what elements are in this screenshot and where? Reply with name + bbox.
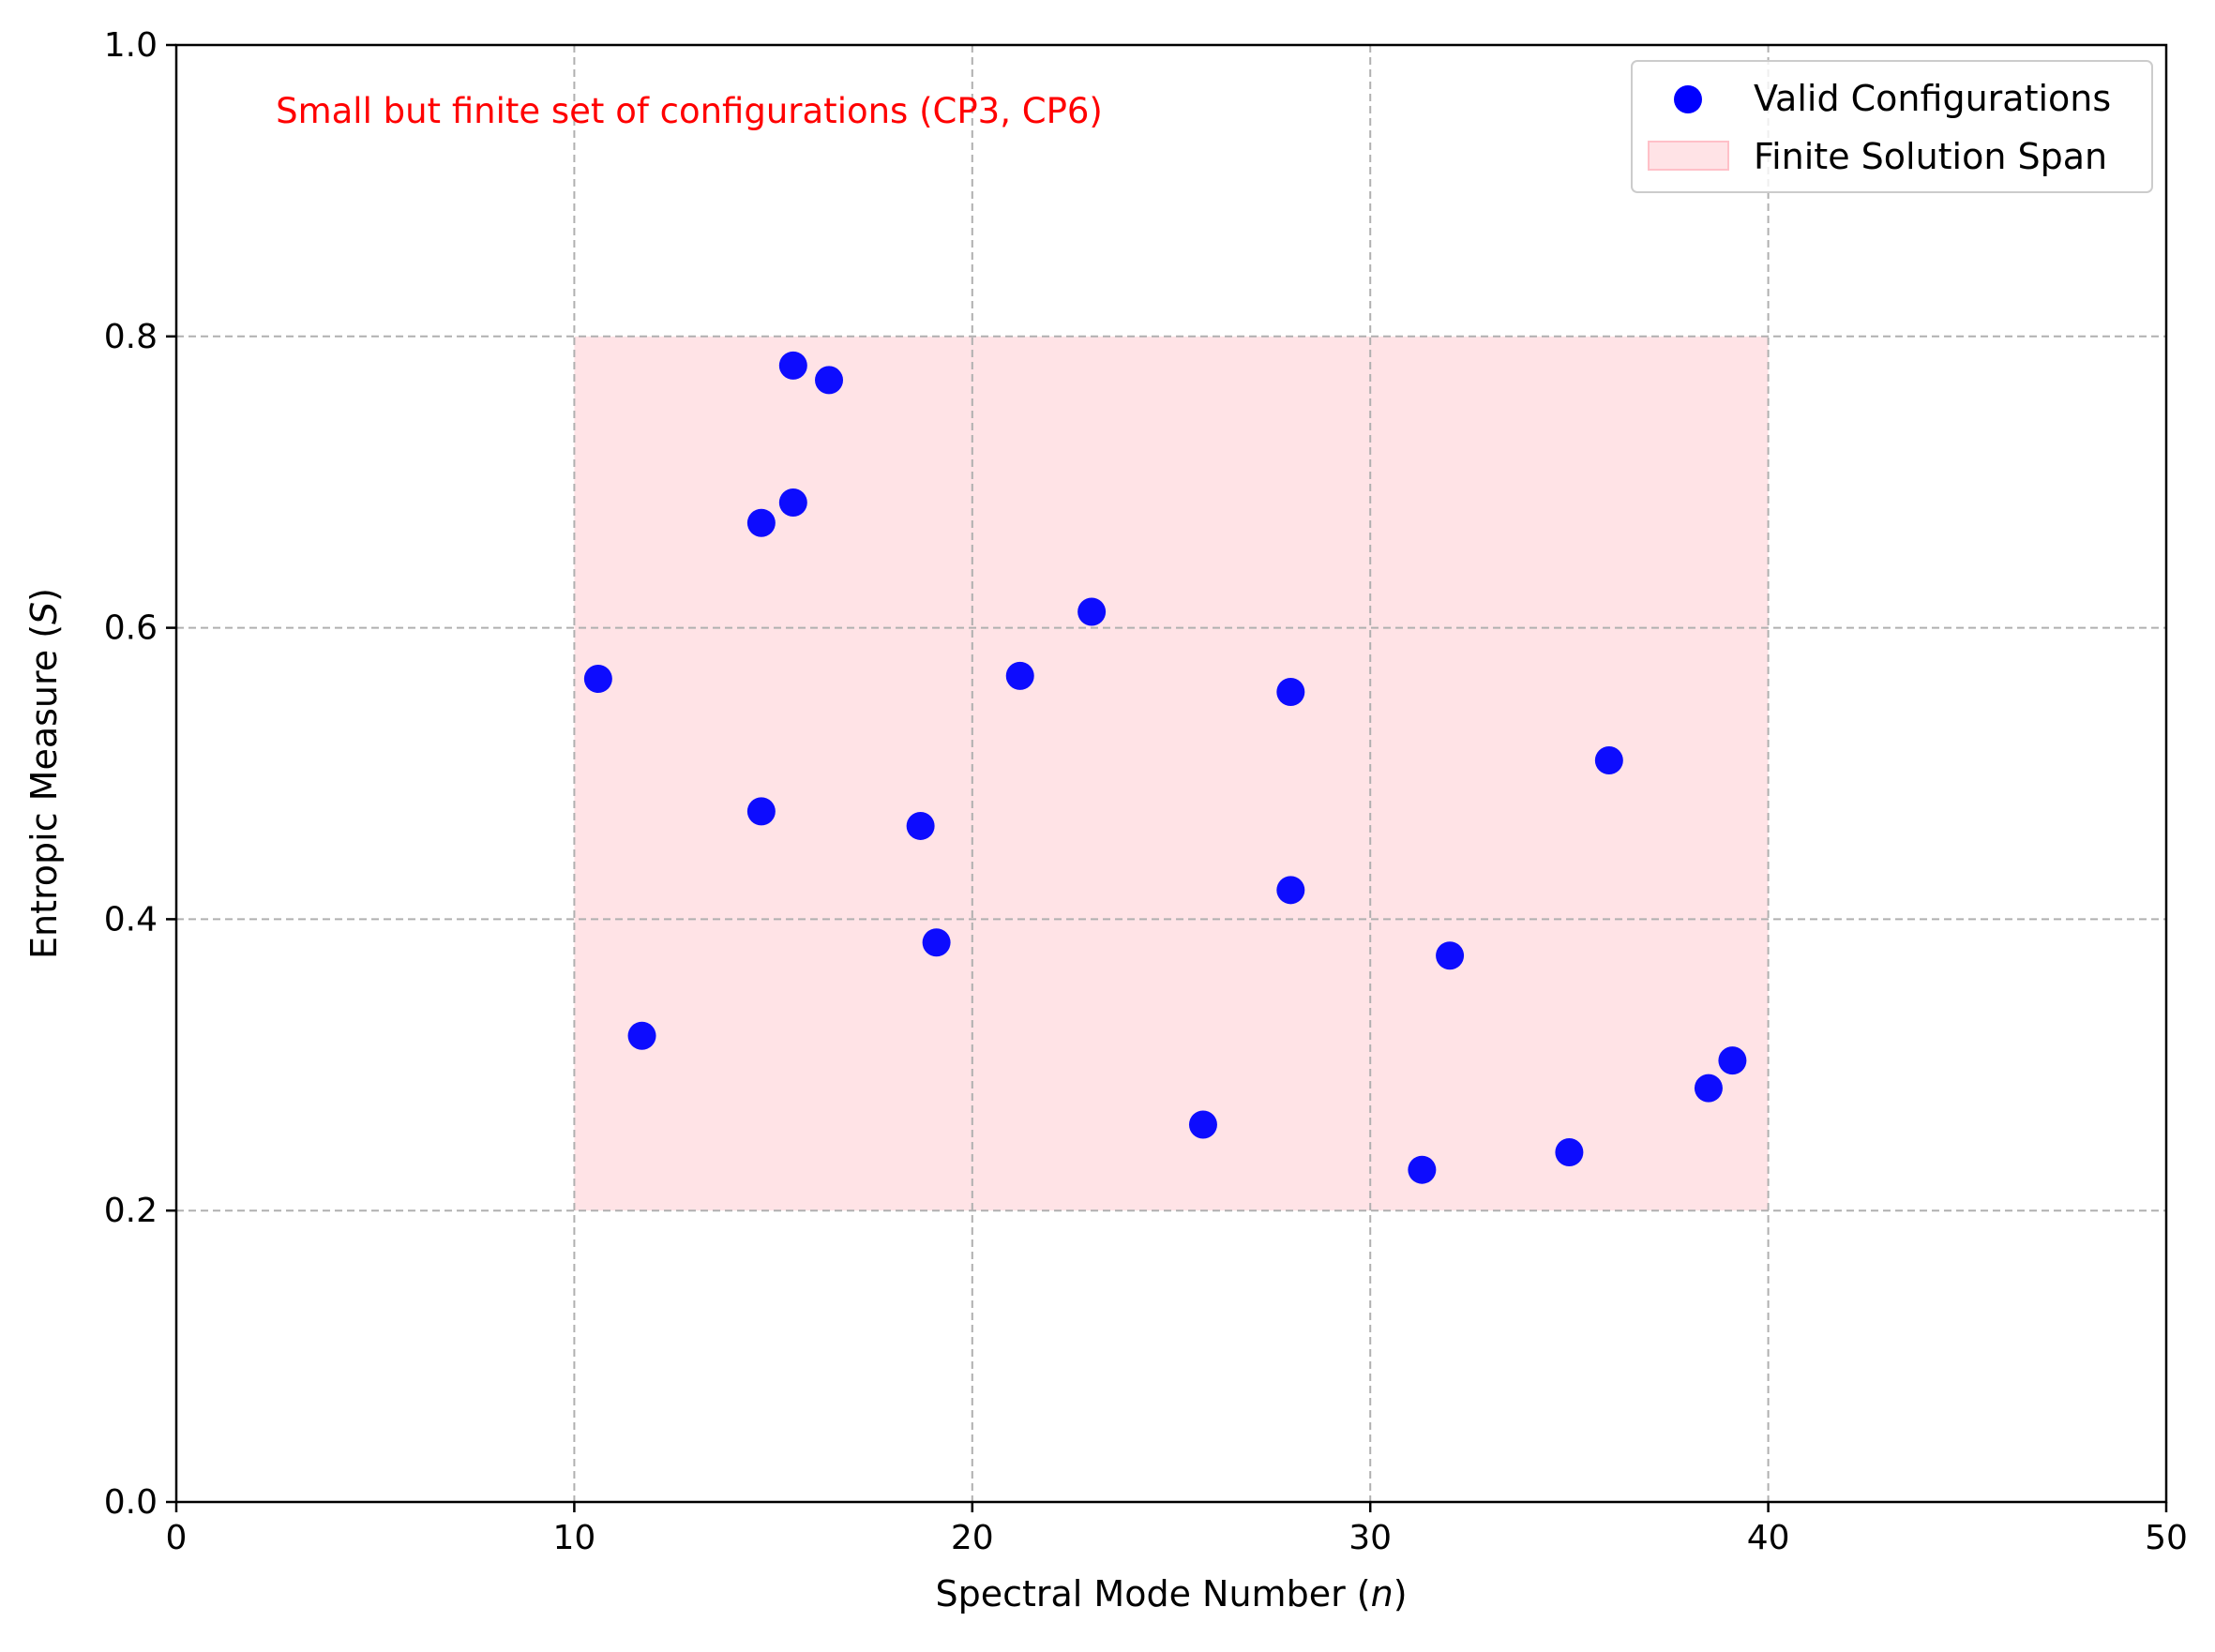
y-axis-title-main: Entropic Measure ( — [23, 624, 65, 959]
x-tick-label: 10 — [552, 1519, 595, 1557]
data-point — [1694, 1074, 1723, 1103]
x-tick-label: 20 — [951, 1519, 994, 1557]
data-point — [1408, 1155, 1437, 1184]
data-point — [922, 928, 951, 957]
x-axis-title-main: Spectral Mode Number ( — [935, 1573, 1370, 1614]
y-tick-label: 0.8 — [104, 318, 158, 356]
data-point — [627, 1021, 656, 1050]
points-layer — [583, 351, 1747, 1184]
data-point — [1436, 941, 1465, 970]
data-point — [815, 366, 844, 395]
x-tick-label: 40 — [1747, 1519, 1790, 1557]
ticks-layer: 0 10 20 30 40 50 0.0 0.2 0.4 0.6 0.8 1.0 — [104, 26, 2188, 1557]
data-point — [906, 811, 935, 840]
data-point — [1555, 1138, 1584, 1167]
x-axis-title-tail: ) — [1394, 1573, 1408, 1614]
y-axis-title: Entropic Measure (S) — [23, 588, 65, 959]
x-axis-title: Spectral Mode Number (n) — [935, 1573, 1407, 1614]
y-tick-label: 0.0 — [104, 1483, 158, 1522]
chart-annotation: Small but finite set of configurations (… — [276, 91, 1103, 131]
x-tick-label: 50 — [2145, 1519, 2188, 1557]
legend-label-finite-solution-span: Finite Solution Span — [1754, 136, 2107, 177]
data-point — [746, 797, 776, 826]
y-axis-title-variable: S — [23, 602, 65, 624]
data-point — [1594, 746, 1623, 775]
data-point — [1188, 1110, 1217, 1139]
y-axis-title-tail: ) — [23, 588, 65, 602]
legend-label-valid-configurations: Valid Configurations — [1754, 78, 2111, 119]
y-tick-label: 0.6 — [104, 609, 158, 648]
legend-marker-finite-solution-span — [1648, 141, 1729, 171]
x-axis-title-variable: n — [1371, 1573, 1394, 1614]
y-tick-label: 1.0 — [104, 26, 158, 65]
x-tick-label: 30 — [1349, 1519, 1392, 1557]
data-point — [583, 664, 612, 693]
finite-solution-span-region — [574, 336, 1769, 1211]
data-point — [778, 488, 807, 517]
data-point — [1077, 597, 1107, 626]
data-point — [1005, 661, 1034, 690]
y-tick-label: 0.2 — [104, 1192, 158, 1230]
x-tick-label: 0 — [166, 1519, 188, 1557]
data-point — [1276, 677, 1305, 706]
plot-frame — [174, 43, 2168, 1504]
legend-box — [1631, 60, 2153, 193]
legend-marker-valid-configurations — [1674, 85, 1702, 113]
data-point — [746, 508, 776, 537]
data-point — [778, 351, 807, 380]
span-layer — [574, 336, 1769, 1211]
legend: Valid Configurations Finite Solution Spa… — [1631, 60, 2153, 193]
data-point — [1276, 876, 1305, 905]
y-tick-label: 0.4 — [104, 900, 158, 939]
data-point — [1718, 1046, 1747, 1075]
